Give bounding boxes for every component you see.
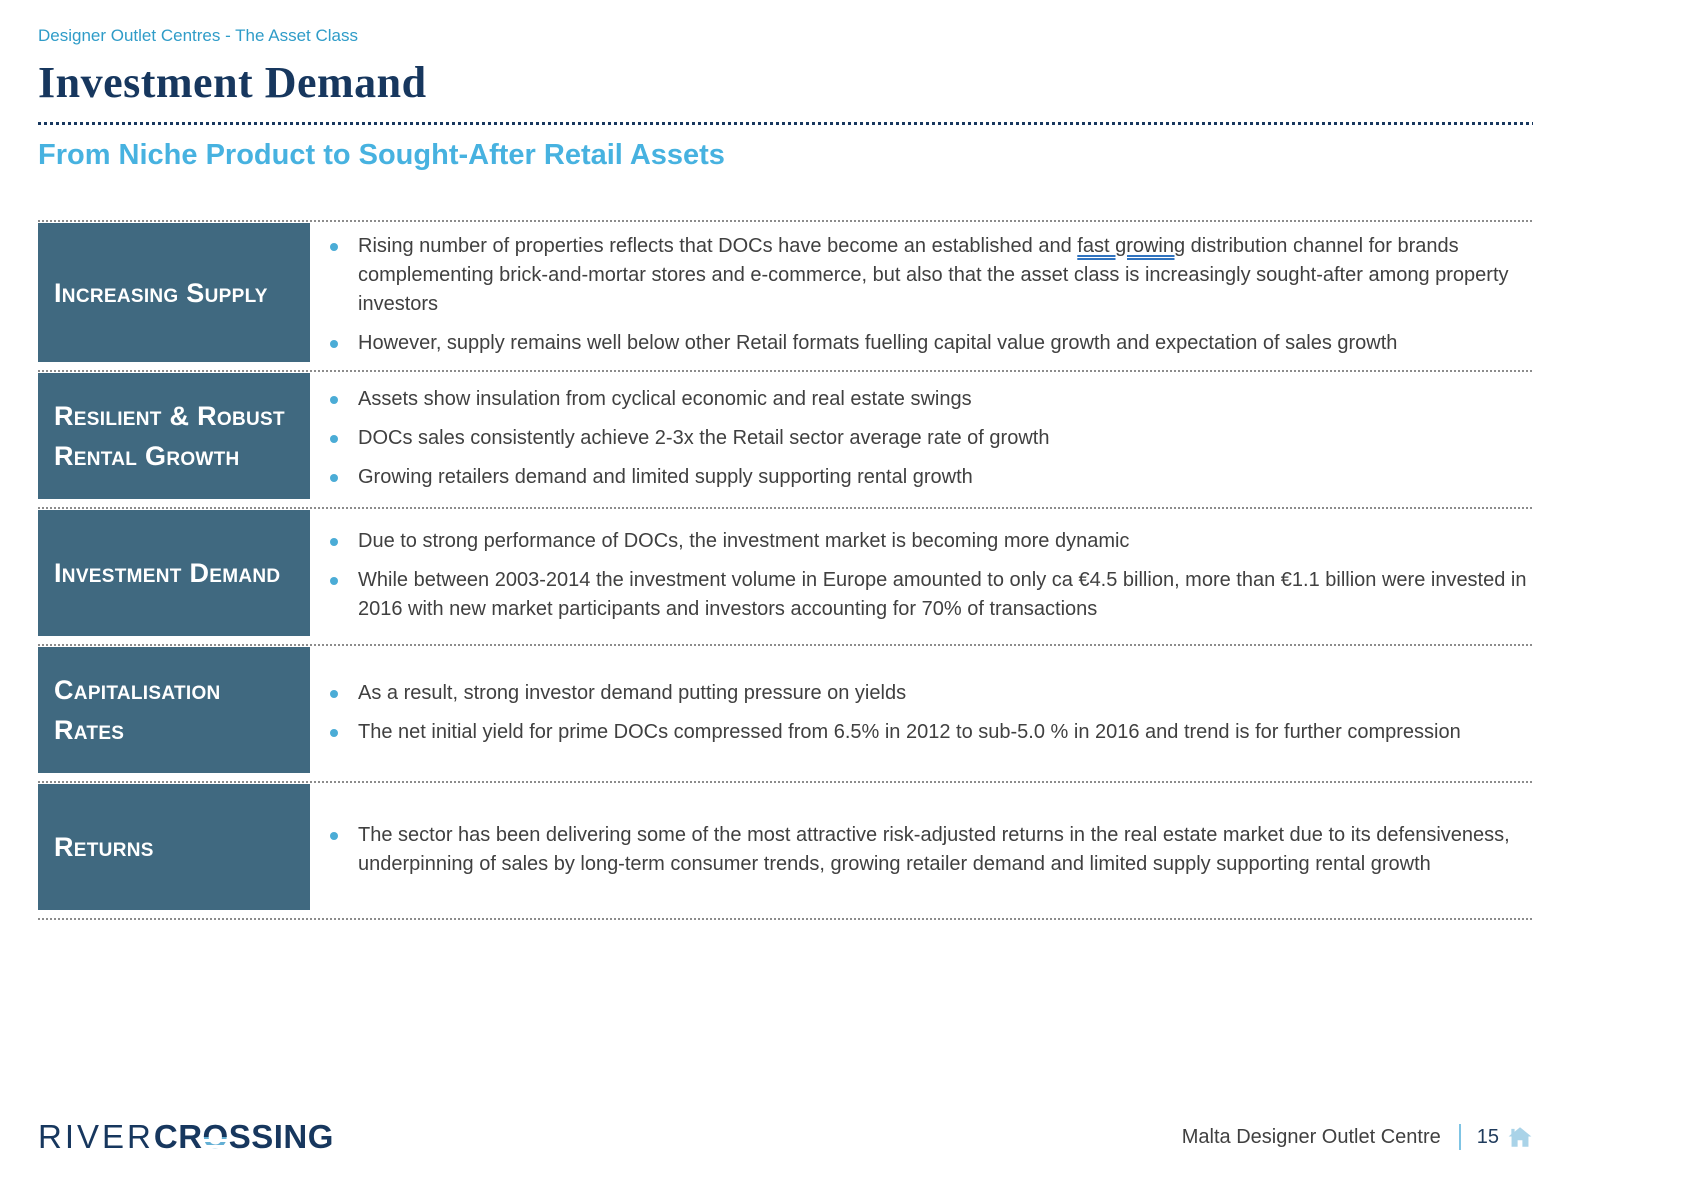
bullet-text: DOCs sales consistently achieve 2-3x the… [358,427,1050,449]
list-item: While between 2003-2014 the investment v… [330,566,1533,624]
list-item: The net initial yield for prime DOCs com… [330,718,1533,747]
list-item: The sector has been delivering some of t… [330,821,1533,879]
footer-right: Malta Designer Outlet Centre 15 [1182,1124,1533,1150]
bullet-text: As a result, strong investor demand putt… [358,681,907,704]
bullet-text: Growing retailers demand and limited sup… [358,466,973,488]
list-item: Assets show insulation from cyclical eco… [330,385,1533,414]
row-label: Increasing Supply [54,277,268,308]
footer-separator [1458,1124,1461,1150]
bullet-icon [330,340,338,348]
bullet-text: Rising number of properties reflects tha… [358,232,1533,319]
bullet-text: Due to strong performance of DOCs, the i… [358,530,1130,552]
logo-text-segment: CR [153,1118,203,1155]
row-label-box: Investment Demand [38,510,310,636]
bullet-icon [330,728,338,737]
bullet-text: However, supply remains well below other… [358,332,1398,354]
bullet-list: Due to strong performance of DOCs, the i… [310,509,1533,644]
bullet-icon [330,577,338,585]
row-returns: Returns The sector has been delivering s… [38,783,1533,918]
row-separator [38,918,1533,920]
rivercrossing-logo: RIVERCROSSING [38,1118,334,1156]
bullet-icon [330,689,338,698]
bullet-list: Rising number of properties reflects tha… [310,222,1533,370]
bullet-text: Assets show insulation from cyclical eco… [358,388,972,410]
bullet-list: Assets show insulation from cyclical eco… [310,372,1533,507]
bullet-text: The net initial yield for prime DOCs com… [358,720,1461,743]
row-label: Returns [54,832,154,862]
bullet-text: The sector has been delivering some of t… [358,823,1510,875]
page-subtitle: From Niche Product to Sought-After Retai… [38,139,725,171]
row-separator [38,507,1533,509]
row-label-box: Resilient & Robust Rental Growth [38,373,310,499]
content-table: Increasing Supply Rising number of prope… [38,220,1533,920]
logo-text-segment: SSING [228,1118,334,1155]
list-item: However, supply remains well below other… [330,329,1533,358]
row-label: Investment Demand [54,558,281,588]
row-label-box: Returns [38,784,310,910]
bullet-icon [330,435,338,443]
bullet-text-segment: Rising number of properties reflects tha… [358,235,1078,257]
row-capitalisation-rates: Capitalisation Rates As a result, strong… [38,646,1533,781]
bullet-list: The sector has been delivering some of t… [310,783,1533,918]
row-separator [38,644,1533,646]
bullet-icon [330,538,338,546]
list-item: Rising number of properties reflects tha… [330,232,1533,319]
bullet-icon [330,831,338,840]
bullet-list: As a result, strong investor demand putt… [310,646,1533,781]
row-label: Capitalisation Rates [54,675,221,745]
breadcrumb: Designer Outlet Centres - The Asset Clas… [38,26,358,45]
list-item: As a result, strong investor demand putt… [330,679,1533,708]
grammar-underlined-text: fast growing [1077,235,1186,257]
row-investment-demand: Investment Demand Due to strong performa… [38,509,1533,644]
bullet-icon [330,474,338,482]
row-increasing-supply: Increasing Supply Rising number of prope… [38,222,1533,370]
title-dotted-rule [38,122,1533,125]
logo-text-river: RIVER [38,1118,154,1155]
row-label-box: Capitalisation Rates [38,647,310,773]
page-number: 15 [1476,1125,1499,1148]
project-name: Malta Designer Outlet Centre [1181,1125,1441,1148]
row-separator [38,370,1533,372]
row-label-box: Increasing Supply [38,223,310,362]
home-icon [1507,1124,1533,1150]
bullet-icon [330,396,338,404]
list-item: Due to strong performance of DOCs, the i… [330,527,1533,556]
bullet-text-segment: distribution channel for brands compleme… [358,235,1509,315]
list-item: DOCs sales consistently achieve 2-3x the… [330,424,1533,453]
bullet-text: While between 2003-2014 the investment v… [358,569,1527,620]
row-label: Resilient & Robust Rental Growth [54,401,285,471]
row-separator [38,781,1533,783]
list-item: Growing retailers demand and limited sup… [330,463,1533,492]
logo-text-crossing: CROSSING [154,1118,334,1155]
row-resilient-robust-rental-growth: Resilient & Robust Rental Growth Assets … [38,372,1533,507]
page-title: Investment Demand [38,58,427,107]
row-separator [38,220,1533,222]
bullet-icon [330,243,338,251]
logo-wave-o: O [202,1118,229,1155]
footer: RIVERCROSSING Malta Designer Outlet Cent… [38,1118,1533,1156]
